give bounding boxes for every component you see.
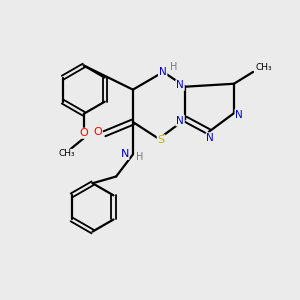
Text: O: O: [94, 127, 102, 137]
Text: O: O: [80, 128, 88, 138]
Text: N: N: [159, 67, 167, 77]
Text: S: S: [158, 135, 165, 145]
Text: N: N: [121, 149, 129, 159]
Text: H: H: [170, 62, 177, 72]
Text: N: N: [176, 116, 184, 126]
Text: H: H: [136, 152, 143, 162]
Text: CH₃: CH₃: [255, 63, 272, 72]
Text: N: N: [235, 110, 243, 120]
Text: N: N: [176, 80, 184, 90]
Text: N: N: [206, 133, 214, 143]
Text: CH₃: CH₃: [58, 149, 75, 158]
